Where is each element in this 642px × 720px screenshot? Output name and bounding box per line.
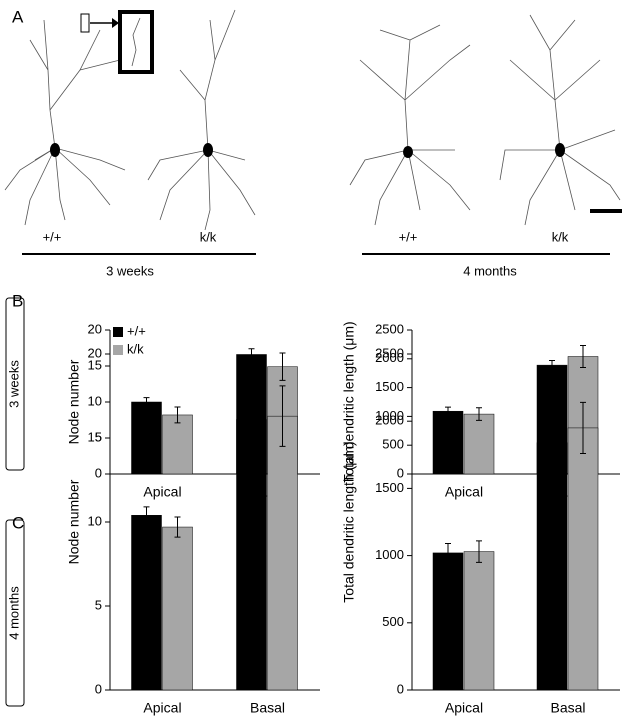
row-label-box [5,297,25,471]
y-axis-label: Node number [66,479,82,564]
error-bar [174,516,181,538]
panel-label: A [12,7,24,26]
genotype-label: +/+ [43,229,62,244]
y-tick-label: 2500 [375,321,404,336]
x-tick-label: Apical [143,700,181,716]
error-bar [279,385,286,447]
y-tick-label: 1000 [375,547,404,562]
x-tick-label: Apical [445,484,483,500]
y-tick-label: 20 [88,345,102,360]
bar [432,552,464,691]
y-tick-label: 2000 [375,350,404,365]
row-label-box [5,519,25,707]
genotype-label: k/k [200,229,217,244]
bar [432,410,464,475]
error-bar [549,431,555,454]
error-bar [174,406,181,424]
x-tick-label: Basal [550,700,585,716]
age-label: 4 months [463,263,517,278]
bar [131,515,162,691]
y-tick-label: 15 [88,429,102,444]
y-tick-label: 2000 [375,413,404,428]
y-tick-label: 0 [397,681,404,696]
error-bar [248,348,255,361]
y-tick-label: 10 [88,393,102,408]
neuron-drawings [4,9,622,231]
bar [267,415,298,691]
panel-label: C [12,513,24,532]
y-tick-label: 500 [382,614,404,629]
row-label: 3 weeks [6,360,21,408]
row-label: 4 months [6,586,21,640]
error-bar [445,406,451,416]
x-tick-label: Basal [250,700,285,716]
y-tick-label: 1500 [375,379,404,394]
y-tick-label: 2500 [375,345,404,360]
bar [536,442,568,691]
y-tick-label: 1500 [375,480,404,495]
y-tick-label: 5 [95,597,102,612]
y-tick-label: 500 [382,437,404,452]
genotype-label: k/k [552,229,569,244]
y-tick-label: 20 [88,321,102,336]
error-bar [143,506,150,525]
y-tick-label: 0 [397,465,404,480]
bar [463,413,495,475]
y-axis-label: Node number [66,359,82,444]
y-tick-label: 0 [95,465,102,480]
panel-label: B [12,291,23,310]
error-bar [248,402,255,437]
legend-label: +/+ [127,323,146,338]
y-tick-label: 5 [95,429,102,444]
x-tick-label: Apical [445,700,483,716]
error-bar [476,540,482,563]
error-bar [580,345,586,368]
error-bar [445,543,451,563]
bar [236,419,267,691]
x-tick-label: Apical [143,484,181,500]
bar [162,414,193,475]
bar [162,526,193,691]
error-bar [580,401,586,454]
y-tick-label: 0 [95,681,102,696]
y-tick-label: 1000 [375,408,404,423]
error-bar [143,397,150,407]
bar [463,551,495,691]
legend-swatch [113,327,123,337]
y-axis-label: Total dendritic length (μm) [341,441,357,602]
error-bar [279,352,286,381]
legend-swatch [113,345,123,355]
bar [131,401,162,475]
error-bar [476,407,482,421]
age-label: 3 weeks [106,263,154,278]
y-tick-label: 10 [88,513,102,528]
error-bar [549,360,555,371]
y-tick-label: 15 [88,357,102,372]
legend-label: k/k [127,341,144,356]
genotype-label: +/+ [399,229,418,244]
bar [567,427,599,691]
y-axis-label: Total dendritic length (μm) [341,321,357,482]
